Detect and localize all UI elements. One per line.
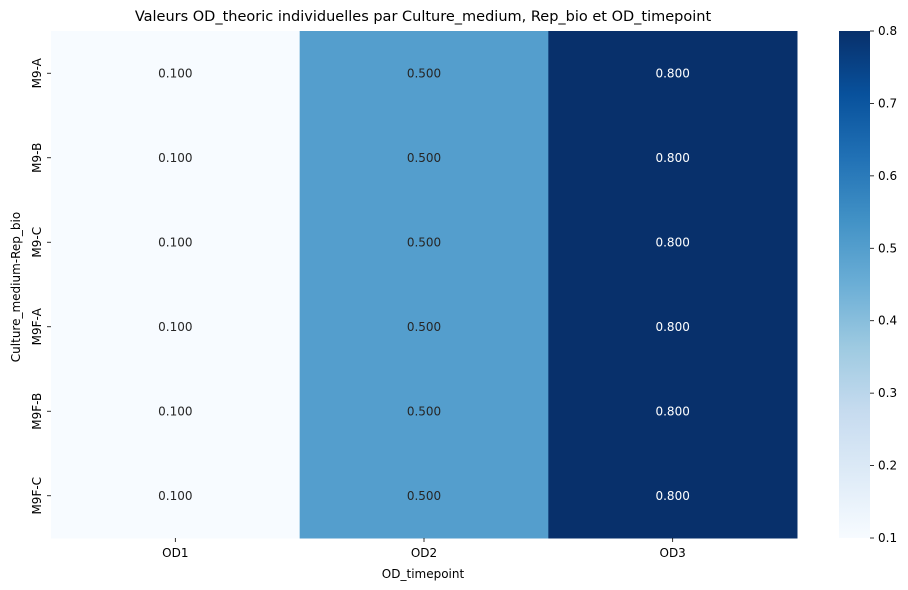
cell-value-label: 0.100 <box>158 404 192 418</box>
colorbar-tick-label: 0.1 <box>878 531 897 545</box>
colorbar-tick-label: 0.8 <box>878 24 897 38</box>
cell-value-label: 0.500 <box>407 151 441 165</box>
y-axis-label: Culture_medium-Rep_bio <box>9 212 23 362</box>
heatmap-cell <box>299 200 549 285</box>
heatmap-cell <box>299 453 549 539</box>
heatmap-cell <box>548 200 798 285</box>
x-axis-ticks: OD1 OD2 OD3 <box>162 538 686 560</box>
cell-value-label: 0.800 <box>655 489 689 503</box>
cell-value-label: 0.100 <box>158 66 192 80</box>
x-tick-label: OD3 <box>660 546 686 560</box>
heatmap-cell <box>51 369 301 454</box>
heatmap-cell <box>299 115 549 201</box>
heatmap-cell <box>548 284 798 370</box>
colorbar-tick-label: 0.2 <box>878 459 897 473</box>
cell-value-label: 0.800 <box>655 235 689 249</box>
colorbar-tick-label: 0.5 <box>878 241 897 255</box>
cell-value-label: 0.100 <box>158 320 192 334</box>
heatmap-cell <box>299 284 549 370</box>
x-tick-label: OD2 <box>411 546 437 560</box>
cell-value-label: 0.800 <box>655 151 689 165</box>
heatmap-cells <box>51 31 798 539</box>
heatmap-cell <box>51 453 301 539</box>
colorbar-ticks: 0.1 0.2 0.3 0.4 0.5 0.6 0.7 0.8 <box>870 24 897 545</box>
cell-value-label: 0.100 <box>158 489 192 503</box>
heatmap-cell <box>548 115 798 201</box>
heatmap-cell <box>548 31 798 116</box>
heatmap-cell <box>51 115 301 201</box>
colorbar-tick-label: 0.4 <box>878 314 897 328</box>
cell-value-label: 0.800 <box>655 66 689 80</box>
heatmap-cell <box>548 369 798 454</box>
chart-title: Valeurs OD_theoric individuelles par Cul… <box>135 9 712 25</box>
cell-value-label: 0.800 <box>655 320 689 334</box>
y-tick-label: M9F-A <box>30 307 44 345</box>
y-tick-label: M9-A <box>30 57 44 88</box>
colorbar-tick-label: 0.6 <box>878 169 897 183</box>
heatmap-cell <box>299 31 549 116</box>
y-tick-label: M9F-B <box>30 393 44 430</box>
cell-value-label: 0.100 <box>158 235 192 249</box>
heatmap-cell <box>299 369 549 454</box>
cell-value-label: 0.100 <box>158 151 192 165</box>
heatmap-cell <box>548 453 798 539</box>
colorbar-tick-label: 0.3 <box>878 386 897 400</box>
colorbar-tick-label: 0.7 <box>878 96 897 110</box>
heatmap-cell <box>51 284 301 370</box>
cell-value-label: 0.500 <box>407 66 441 80</box>
cell-value-label: 0.500 <box>407 235 441 249</box>
cell-value-label: 0.500 <box>407 320 441 334</box>
y-tick-label: M9-B <box>30 143 44 173</box>
heatmap-cell-labels: 0.100 0.500 0.800 0.100 0.500 0.800 0.100 0.500… <box>158 66 690 503</box>
heatmap-cell <box>51 31 301 116</box>
y-axis-ticks: M9-A M9-B M9-C M9F-A M9F-B M9F-C <box>30 57 51 515</box>
cell-value-label: 0.800 <box>655 404 689 418</box>
y-tick-label: M9-C <box>30 227 44 258</box>
cell-value-label: 0.500 <box>407 404 441 418</box>
colorbar <box>839 31 870 538</box>
y-tick-label: M9F-C <box>30 477 44 515</box>
x-tick-label: OD1 <box>162 546 188 560</box>
x-axis-label: OD_timepoint <box>382 567 465 581</box>
heatmap-cell <box>51 200 301 285</box>
cell-value-label: 0.500 <box>407 489 441 503</box>
